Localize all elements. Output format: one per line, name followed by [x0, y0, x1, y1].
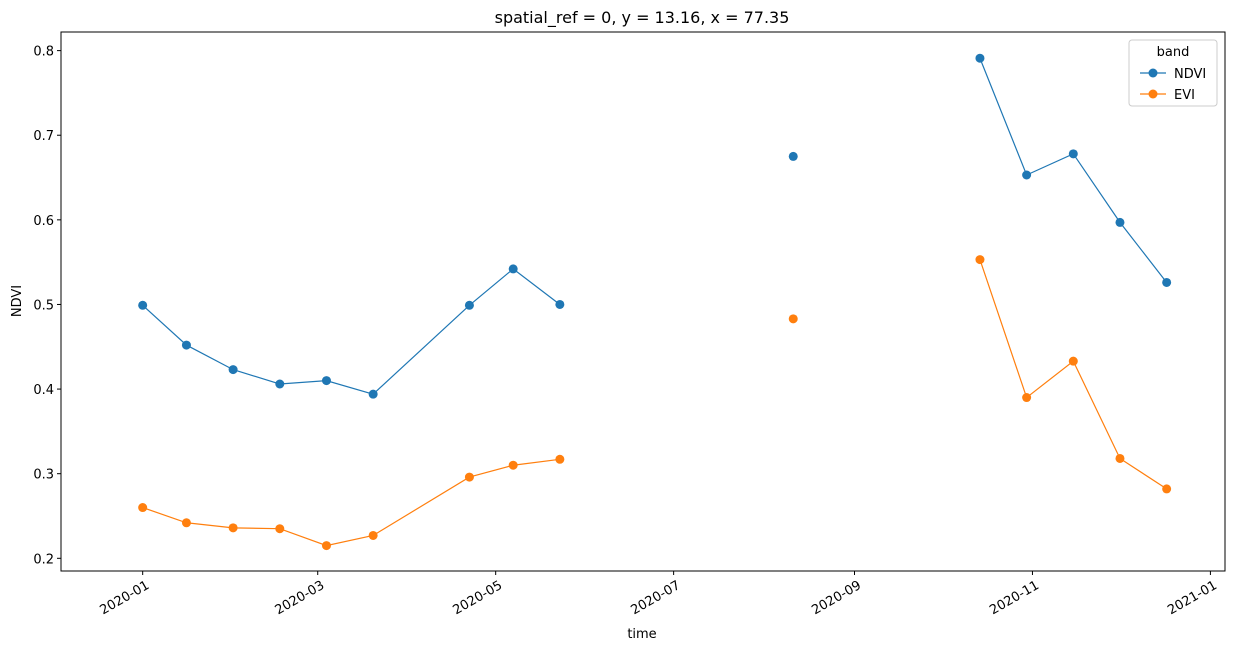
- data-point-evi: [555, 454, 565, 464]
- data-point-ndvi: [368, 389, 378, 399]
- plot-area: [60, 31, 1226, 572]
- data-point-evi: [1115, 453, 1125, 463]
- data-point-evi: [788, 314, 798, 324]
- data-point-ndvi: [975, 53, 985, 63]
- data-point-ndvi: [1115, 217, 1125, 227]
- chart-title: spatial_ref = 0, y = 13.16, x = 77.35: [495, 8, 790, 28]
- data-point-ndvi: [1022, 170, 1032, 180]
- data-point-evi: [1068, 356, 1078, 366]
- data-point-evi: [464, 472, 474, 482]
- x-tick-label: 2020-03: [273, 578, 328, 618]
- data-point-evi: [1022, 393, 1032, 403]
- x-tick-label: 2020-09: [809, 578, 864, 618]
- data-point-ndvi: [275, 379, 285, 389]
- data-point-ndvi: [138, 300, 148, 310]
- data-point-evi: [275, 524, 285, 534]
- data-point-ndvi: [555, 299, 565, 309]
- series-layer: [138, 53, 1172, 551]
- data-point-evi: [138, 503, 148, 513]
- x-axis-label: time: [627, 627, 656, 642]
- data-point-ndvi: [228, 365, 238, 375]
- data-point-evi: [1162, 484, 1172, 494]
- data-point-evi: [228, 523, 238, 533]
- x-axis: 2020-01 2020-03 2020-05 2020-07 2020-09 2020-…: [98, 571, 1220, 618]
- data-point-evi: [368, 530, 378, 540]
- legend-marker-ndvi: [1148, 68, 1158, 78]
- y-axis: 0.2 0.3 0.4 0.5 0.6 0.7 0.8: [33, 45, 61, 567]
- y-axis-label: NDVI: [10, 285, 25, 317]
- series-line-evi: [142, 458, 560, 547]
- x-tick-label: 2020-07: [628, 578, 683, 618]
- data-point-ndvi: [508, 264, 518, 274]
- data-point-evi: [181, 518, 191, 528]
- data-point-evi: [508, 460, 518, 470]
- y-tick-label: 0.3: [33, 468, 54, 483]
- legend-marker-evi: [1148, 89, 1158, 99]
- y-tick-label: 0.6: [33, 214, 54, 229]
- data-point-evi: [975, 255, 985, 265]
- data-point-ndvi: [321, 376, 331, 386]
- series-line-evi: [979, 259, 1167, 490]
- legend-title: band: [1157, 45, 1190, 60]
- data-point-ndvi: [788, 151, 798, 161]
- x-tick-label: 2020-11: [987, 578, 1042, 618]
- y-tick-label: 0.2: [33, 552, 54, 567]
- y-tick-label: 0.8: [33, 45, 54, 60]
- data-point-evi: [321, 541, 331, 551]
- data-point-ndvi: [1068, 149, 1078, 159]
- x-tick-label: 2021-01: [1165, 578, 1220, 618]
- legend-box: [1128, 39, 1218, 107]
- legend: band NDVI EVI: [1128, 39, 1218, 107]
- legend-label-evi: EVI: [1174, 88, 1195, 103]
- data-point-ndvi: [1162, 277, 1172, 287]
- y-tick-label: 0.4: [33, 383, 54, 398]
- series-line-ndvi: [142, 268, 561, 395]
- y-tick-label: 0.7: [33, 129, 54, 144]
- x-tick-label: 2020-05: [451, 578, 506, 618]
- data-point-ndvi: [181, 340, 191, 350]
- y-tick-label: 0.5: [33, 298, 54, 313]
- legend-label-ndvi: NDVI: [1174, 67, 1206, 82]
- x-tick-label: 2020-01: [98, 578, 153, 618]
- data-point-ndvi: [464, 300, 474, 310]
